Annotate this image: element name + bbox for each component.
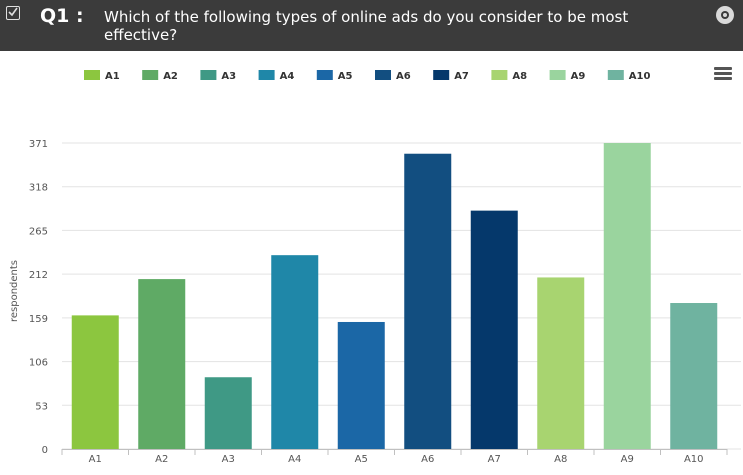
y-tick-label: 265 [29, 226, 48, 237]
chart-legend: A1 A2 A3 A4 A5 A6 A7 A8 A9 A10 [84, 70, 650, 82]
legend-label-a10[interactable]: A10 [629, 71, 651, 82]
y-axis-title: respondents [9, 260, 20, 322]
legend-swatch-a9[interactable] [549, 70, 566, 80]
legend-label-a7[interactable]: A7 [454, 71, 469, 82]
bar-a3[interactable] [204, 377, 252, 449]
x-tick-label: A9 [621, 454, 634, 465]
bar-a2[interactable] [138, 279, 186, 449]
legend-label-a3[interactable]: A3 [221, 71, 236, 82]
bar-a6[interactable] [404, 153, 452, 449]
y-tick-label: 106 [29, 358, 48, 369]
legend-label-a5[interactable]: A5 [338, 71, 353, 82]
disc-icon[interactable] [716, 6, 734, 24]
legend-label-a4[interactable]: A4 [280, 71, 295, 82]
question-header: Q1 : Which of the following types of onl… [0, 0, 743, 51]
y-tick-label: 318 [29, 183, 48, 194]
x-tick-label: A7 [488, 454, 501, 465]
x-tick-label: A2 [155, 454, 168, 465]
bar-a10[interactable] [670, 303, 718, 449]
x-tick-label: A10 [684, 454, 704, 465]
y-tick-label: 53 [35, 401, 48, 412]
hamburger-menu-icon[interactable] [714, 67, 732, 81]
legend-label-a8[interactable]: A8 [512, 71, 527, 82]
y-tick-label: 0 [42, 445, 48, 456]
bar-a9[interactable] [603, 143, 651, 449]
x-tick-label: A3 [222, 454, 235, 465]
y-tick-label: 212 [29, 270, 48, 281]
bar-a1[interactable] [71, 315, 119, 449]
legend-swatch-a4[interactable] [258, 70, 275, 80]
legend-label-a1[interactable]: A1 [105, 71, 120, 82]
bar-a4[interactable] [271, 255, 319, 449]
legend-label-a9[interactable]: A9 [571, 71, 586, 82]
x-tick-label: A5 [355, 454, 368, 465]
legend-swatch-a6[interactable] [375, 70, 391, 80]
bar-chart: A1 A2 A3 A4 A5 A6 A7 A8 A9 A10 0 53 106 159 212 265 318… [9, 70, 741, 465]
x-axis: A1 A2 A3 A4 A5 A6 A7 A8 A9 A10 [61, 449, 728, 465]
question-title: Which of the following types of online a… [104, 8, 629, 44]
bar-a7[interactable] [470, 210, 518, 449]
y-axis-ticks: 0 53 106 159 212 265 318 371 [29, 139, 48, 456]
legend-label-a6[interactable]: A6 [396, 71, 411, 82]
y-tick-label: 371 [29, 139, 48, 150]
bar-a5[interactable] [337, 321, 385, 449]
legend-swatch-a5[interactable] [316, 70, 333, 80]
x-tick-label: A6 [421, 454, 434, 465]
x-tick-label: A1 [89, 454, 102, 465]
legend-swatch-a8[interactable] [491, 70, 508, 80]
legend-swatch-a7[interactable] [433, 70, 450, 80]
x-tick-label: A4 [288, 454, 301, 465]
checkbox-icon[interactable] [6, 6, 20, 20]
legend-swatch-a1[interactable] [84, 70, 100, 80]
legend-label-a2[interactable]: A2 [163, 71, 178, 82]
y-tick-label: 159 [29, 314, 48, 325]
legend-swatch-a3[interactable] [200, 70, 217, 80]
legend-swatch-a2[interactable] [142, 70, 159, 80]
question-number: Q1 : [40, 5, 84, 27]
legend-swatch-a10[interactable] [607, 70, 624, 80]
x-tick-label: A8 [554, 454, 567, 465]
bars [71, 143, 718, 449]
bar-a8[interactable] [537, 277, 585, 449]
